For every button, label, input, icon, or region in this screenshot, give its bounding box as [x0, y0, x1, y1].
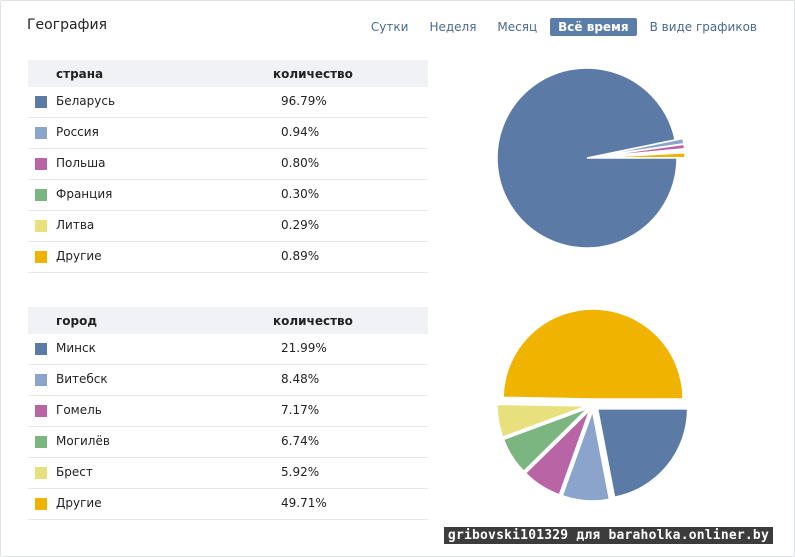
page-title: География [27, 17, 108, 33]
city-row: Могилёв 6.74% [28, 427, 428, 458]
city-name: Минск [56, 341, 96, 355]
country-row: Литва 0.29% [28, 211, 428, 242]
country-name: Франция [56, 187, 113, 201]
cities-table-body: Минск 21.99% Витебск 8.48% Гомель 7.17% Могилё… [28, 334, 428, 520]
pie-slice-6[interactable] [502, 308, 684, 400]
pie-slice-5[interactable] [496, 403, 588, 439]
countries-pie-chart [496, 67, 686, 249]
color-swatch [35, 374, 47, 386]
country-name: Россия [56, 125, 99, 139]
country-name: Другие [56, 249, 102, 263]
color-swatch [35, 251, 47, 263]
color-swatch [35, 189, 47, 201]
city-column-header: город [56, 314, 98, 328]
country-row: Беларусь 96.79% [28, 87, 428, 118]
city-row: Гомель 7.17% [28, 396, 428, 427]
color-swatch [35, 343, 47, 355]
pie-slice-2[interactable] [561, 408, 611, 502]
color-swatch [35, 127, 47, 139]
color-swatch [35, 467, 47, 479]
country-share: 0.94% [281, 125, 320, 139]
tab-day[interactable]: Сутки [370, 20, 409, 34]
country-row: Франция 0.30% [28, 180, 428, 211]
color-swatch [35, 436, 47, 448]
city-share: 5.92% [281, 465, 320, 479]
color-swatch [35, 498, 47, 510]
tab-month[interactable]: Месяц [497, 20, 538, 34]
city-name: Витебск [56, 372, 108, 386]
city-name: Другие [56, 496, 102, 510]
city-share: 8.48% [281, 372, 320, 386]
country-column-header: страна [56, 67, 104, 81]
city-row: Другие 49.71% [28, 489, 428, 520]
city-share: 6.74% [281, 434, 320, 448]
watermark: gribovski101329 для baraholka.onliner.by [443, 527, 773, 544]
countries-table-header: страна количество [28, 60, 428, 87]
pie-slice-3[interactable] [524, 409, 591, 496]
city-row: Брест 5.92% [28, 458, 428, 489]
city-share: 21.99% [281, 341, 327, 355]
city-name: Могилёв [56, 434, 110, 448]
countries-table: страна количество Беларусь 96.79% Россия 0.… [28, 60, 428, 273]
color-swatch [35, 96, 47, 108]
cities-table: город количество Минск 21.99% Витебск 8.48%… [28, 307, 428, 520]
count-column-header: количество [273, 314, 353, 328]
tab-all-time[interactable]: Всё время [550, 18, 637, 36]
countries-table-body: Беларусь 96.79% Россия 0.94% Польша 0.80% Фран… [28, 87, 428, 273]
cities-table-header: город количество [28, 307, 428, 334]
pie-slice-4[interactable] [502, 407, 589, 473]
pie-slice-1[interactable] [596, 408, 689, 499]
city-name: Гомель [56, 403, 102, 417]
city-row: Минск 21.99% [28, 334, 428, 365]
tab-week[interactable]: Неделя [429, 20, 477, 34]
country-share: 0.29% [281, 218, 320, 232]
color-swatch [35, 158, 47, 170]
country-share: 0.80% [281, 156, 320, 170]
country-name: Польша [56, 156, 106, 170]
country-name: Беларусь [56, 94, 116, 108]
color-swatch [35, 405, 47, 417]
city-share: 49.71% [281, 496, 327, 510]
country-row: Россия 0.94% [28, 118, 428, 149]
tab-charts-view[interactable]: В виде графиков [649, 20, 757, 34]
city-share: 7.17% [281, 403, 320, 417]
count-column-header: количество [273, 67, 353, 81]
color-swatch [35, 220, 47, 232]
country-share: 0.89% [281, 249, 320, 263]
pie-slice-1[interactable] [496, 67, 678, 249]
country-row: Другие 0.89% [28, 242, 428, 273]
country-row: Польша 0.80% [28, 149, 428, 180]
cities-pie-chart [496, 308, 689, 502]
period-tabs: Сутки Неделя Месяц Всё время В виде граф… [358, 18, 765, 36]
country-share: 0.30% [281, 187, 320, 201]
country-name: Литва [56, 218, 95, 232]
country-share: 96.79% [281, 94, 327, 108]
city-name: Брест [56, 465, 93, 479]
city-row: Витебск 8.48% [28, 365, 428, 396]
pie-slice-6[interactable] [594, 151, 686, 159]
